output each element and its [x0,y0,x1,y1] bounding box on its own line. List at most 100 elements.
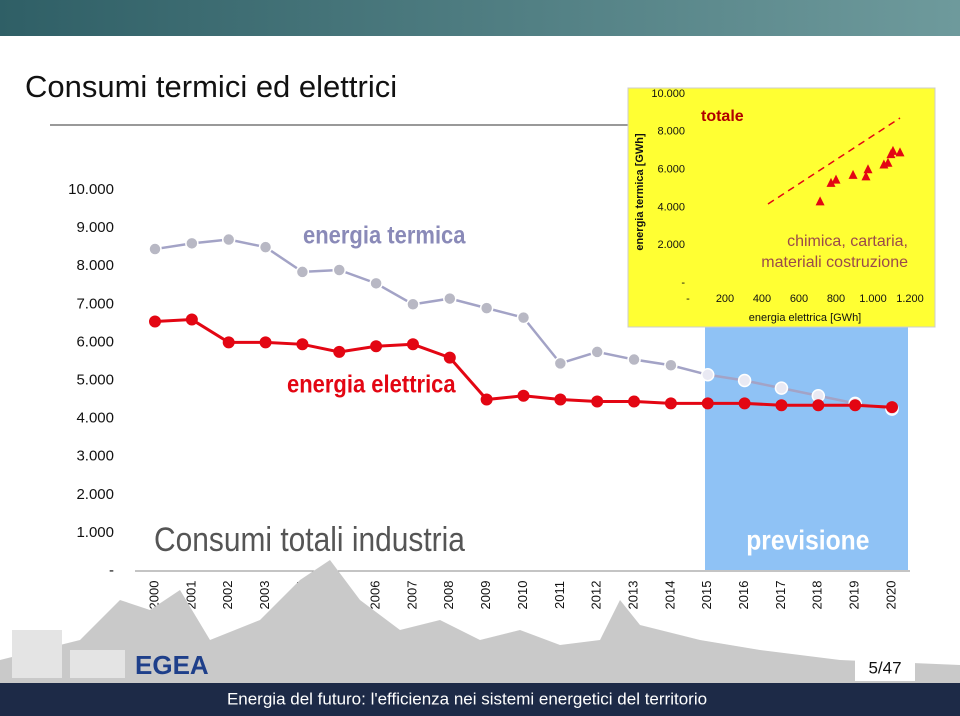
data-point [222,336,235,349]
y-tick-label: 4.000 [657,201,685,213]
data-point [848,169,858,179]
data-point [259,336,272,349]
data-point [149,315,161,328]
logo-polimi [70,650,125,678]
data-point [738,397,751,410]
y-tick-label: 2.000 [657,239,685,251]
x-tick-label: 200 [716,293,734,305]
data-point [849,399,862,412]
x-tick-label: 1.200 [896,293,924,305]
x-tick-label: 400 [753,293,771,305]
data-point [863,164,873,174]
data-point [775,399,788,412]
annotation: previsione [746,524,869,556]
data-point [221,232,236,247]
series-label: energia termica [303,221,466,249]
x-tick-label: 2011 [552,581,567,609]
y-tick-label: 10.000 [68,181,114,198]
landscape [0,560,960,683]
data-point [258,240,273,254]
x-tick-label: - [686,293,690,305]
data-point [826,177,836,187]
y-tick-label: 8.000 [76,257,114,274]
forecast-region [705,318,908,570]
x-tick-label: 2012 [589,581,604,610]
y-tick-label: 6.000 [657,164,685,176]
y-tick-label: 7.000 [76,295,114,312]
page-number: 5/47 [868,658,901,677]
data-point [443,351,456,364]
data-point [664,358,678,373]
x-tick-label: 2019 [847,581,862,610]
annotation: Consumi totali industria [154,520,465,558]
data-point [332,263,346,277]
x-tick-label: 800 [827,293,845,305]
data-point [774,381,789,395]
data-point [627,352,641,367]
y-tick-label: 6.000 [76,333,114,350]
x-tick-label: 2000 [146,581,161,610]
data-point [185,313,198,326]
x-tick-label: 2010 [515,581,530,610]
trend-line [767,117,901,205]
y-axis-label: energia termica [GWh] [634,133,646,251]
data-point [737,373,752,388]
data-point [664,397,677,410]
data-point [888,145,898,155]
y-tick-label: 3.000 [76,448,114,465]
data-point [479,301,494,315]
data-point [553,356,568,371]
x-tick-label: 2015 [699,581,714,610]
x-tick-label: 2007 [404,581,419,610]
series-label: energia elettrica [287,370,456,398]
x-tick-label: 1.000 [859,293,887,305]
y-tick-label: 8.000 [657,126,685,138]
data-point [701,397,714,410]
data-point [554,393,567,406]
x-tick-label: 2017 [773,581,788,610]
x-tick-label: 2020 [883,581,898,610]
data-point [406,297,420,312]
y-tick-label: - [109,562,114,579]
data-point [369,276,383,291]
x-tick-label: 2003 [257,581,272,610]
page-box [855,655,915,681]
data-point [895,147,905,157]
data-point [812,399,825,412]
data-point [185,236,199,251]
y-tick-label: 10.000 [651,88,685,100]
data-point [516,310,531,325]
inset-annotation: materiali costruzione [761,254,908,271]
inset-annotation: chimica, cartaria, [787,233,908,250]
slide-title: Consumi termici ed elettrici [25,69,397,104]
x-tick-label: 600 [790,293,808,305]
footer-text: Energia del futuro: l'efficienza nei sis… [227,689,707,708]
data-point [590,345,604,359]
logo-seal [12,630,62,678]
y-tick-label: 2.000 [76,486,114,503]
main-chart: - 1.000 2.000 3.000 4.000 5.000 6.000 7.000 8.00… [68,181,910,609]
data-point [333,345,346,358]
data-point [591,395,604,408]
data-point [296,338,309,351]
inset-chart: - 2.000 4.000 6.000 8.000 10.000 - 200 400 600 800… [634,88,924,324]
y-tick-label: 9.000 [76,219,114,236]
data-point [295,265,310,279]
x-tick-label: 2006 [368,581,383,610]
data-point [861,171,871,181]
data-point [886,401,898,414]
y-tick-label: 4.000 [76,410,114,427]
footer-bar [0,683,960,716]
data-point [443,291,457,306]
x-tick-label: 2002 [220,581,235,610]
data-point [480,393,493,406]
y-tick-label: - [681,277,685,289]
data-point [701,368,715,382]
x-tick-label: 2014 [662,581,677,610]
x-tick-label: 2016 [736,581,751,610]
data-point [831,174,841,184]
data-point [883,157,893,167]
data-point [517,389,530,402]
data-point [406,338,419,351]
